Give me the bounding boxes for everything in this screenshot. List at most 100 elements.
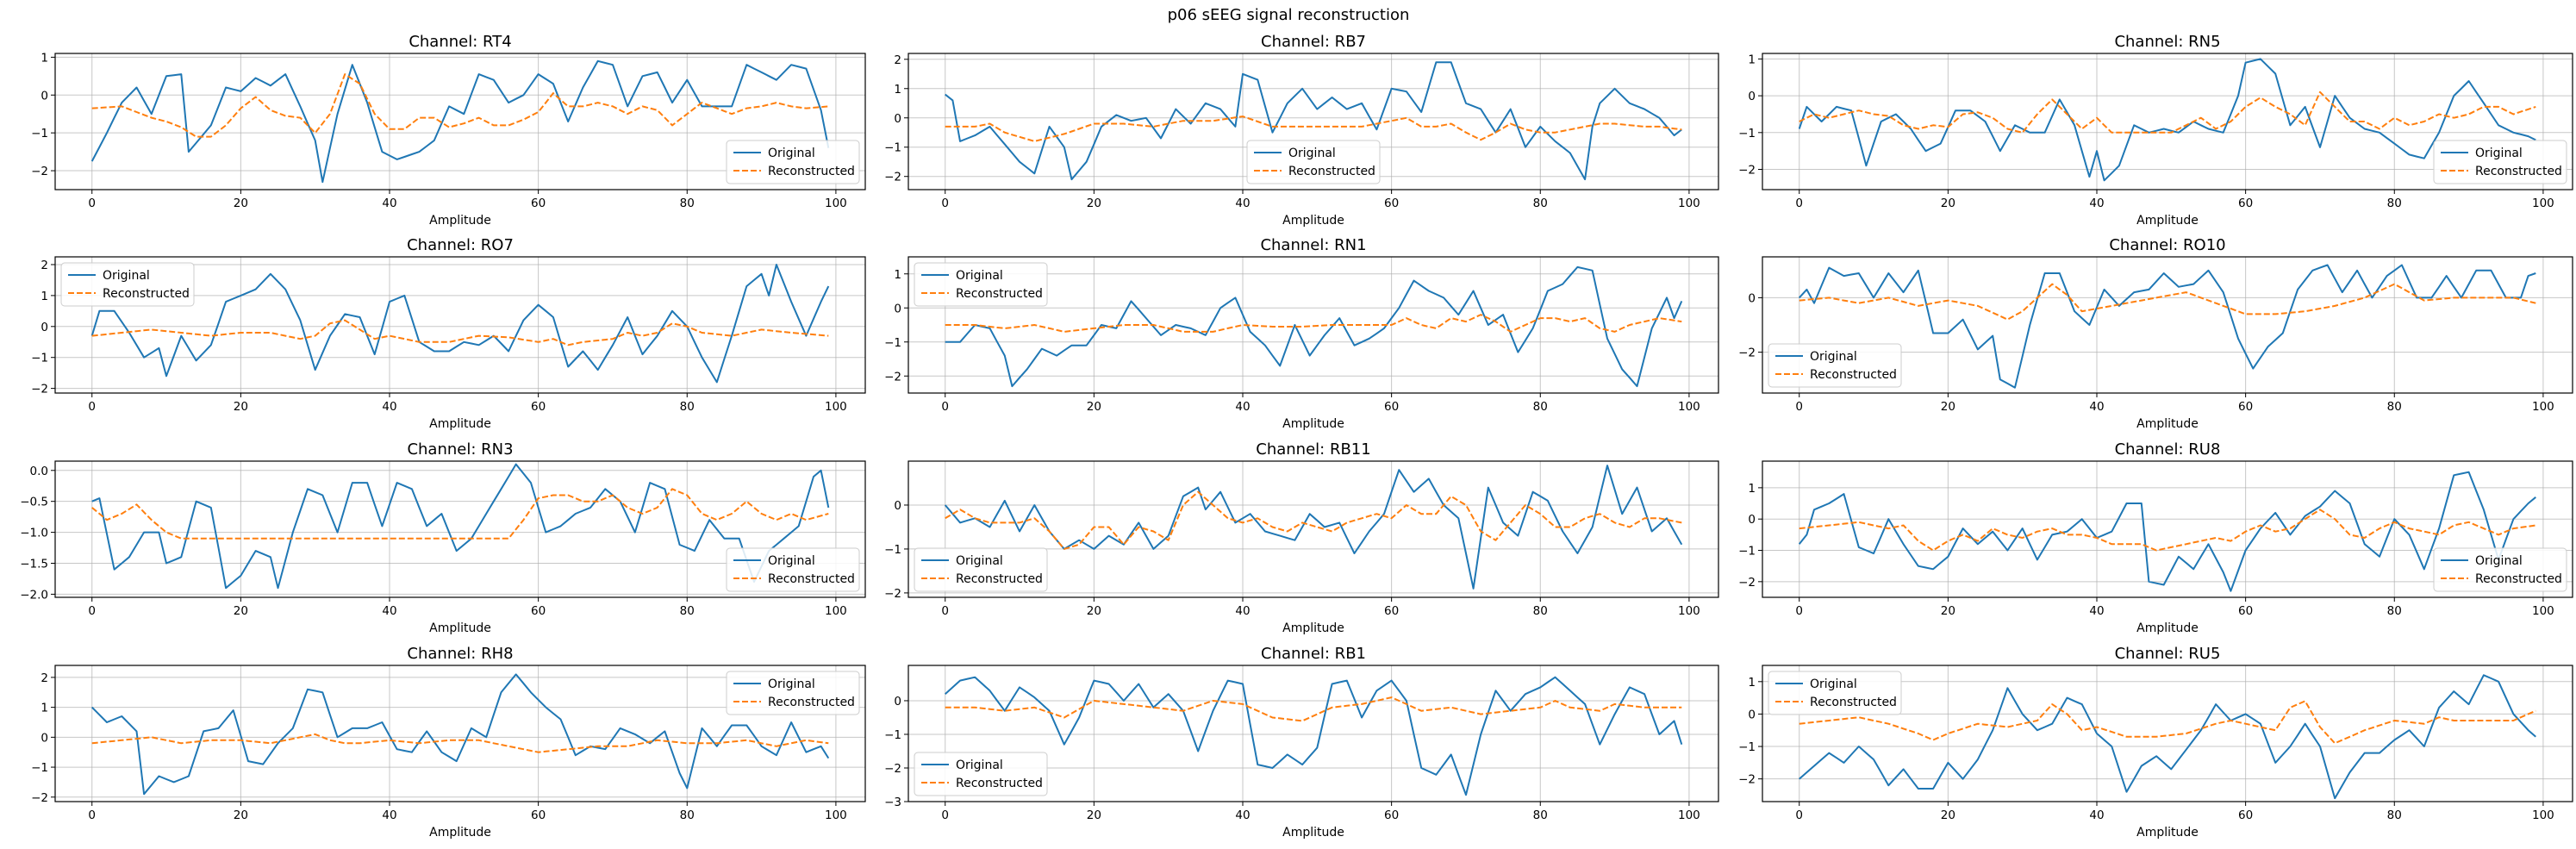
- series-line-original: [1799, 674, 2536, 800]
- x-tick-label: 60: [531, 197, 546, 210]
- x-tick-label: 0: [941, 197, 949, 210]
- y-tick-label: −1.5: [20, 558, 48, 571]
- y-tick-label: −1: [884, 543, 901, 557]
- x-tick-label: 20: [1087, 604, 1101, 618]
- x-tick-label: 0: [941, 400, 949, 414]
- legend-label-original: Original: [956, 554, 1003, 568]
- x-tick-label: 0: [1795, 400, 1803, 414]
- y-tick-label: 1: [1748, 482, 1756, 496]
- y-tick-label: 0.0: [30, 465, 48, 478]
- x-tick-label: 0: [1795, 604, 1803, 618]
- x-tick-label: 0: [88, 400, 96, 414]
- y-tick-label: 0: [41, 321, 48, 334]
- y-tick-label: 0: [1748, 291, 1756, 305]
- y-tick-label: −2: [884, 587, 901, 601]
- legend: Original Reconstructed: [1246, 140, 1381, 184]
- series-line-reconstructed: [1799, 700, 2536, 745]
- subplot-8: Channel: RU8 0 20 40 60 80 100 1 0 −1 −2 Amplitude O…: [1738, 440, 2573, 635]
- x-tick-label: 20: [1941, 604, 1955, 618]
- x-axis-label: Amplitude: [429, 621, 491, 635]
- legend-label-reconstructed: Reconstructed: [2475, 165, 2562, 178]
- y-tick-label: 0: [1748, 513, 1756, 527]
- x-tick-label: 0: [941, 604, 949, 618]
- axes-frame: [908, 460, 1719, 598]
- x-tick-label: 60: [2238, 808, 2253, 822]
- series-line-original: [945, 61, 1682, 181]
- x-tick-label: 20: [234, 400, 248, 414]
- axes-frame: [908, 256, 1719, 394]
- legend-box: [914, 752, 1048, 796]
- subplot-title: Channel: RO10: [2109, 236, 2225, 254]
- x-tick-label: 20: [234, 604, 248, 618]
- legend-label-original: Original: [103, 269, 150, 283]
- y-tick-label: 2: [41, 259, 48, 272]
- grid-lines: [1762, 665, 2573, 802]
- series-line-original: [1798, 58, 2536, 182]
- x-tick-label: 40: [1235, 197, 1250, 210]
- y-tick-label: −1: [1738, 127, 1756, 140]
- y-tick-label: −2: [1738, 346, 1756, 360]
- series-line-reconstructed: [1799, 509, 2536, 552]
- legend-box: [914, 547, 1048, 592]
- y-tick-label: 0: [894, 302, 901, 315]
- y-tick-label: 1: [41, 51, 48, 65]
- grid-lines: [1762, 53, 2573, 190]
- x-tick-label: 80: [1533, 604, 1548, 618]
- x-tick-label: 80: [2387, 197, 2402, 210]
- x-tick-label: 0: [88, 197, 96, 210]
- legend-label-reconstructed: Reconstructed: [768, 572, 855, 586]
- legend-label-reconstructed: Reconstructed: [1288, 165, 1375, 178]
- x-tick-label: 100: [825, 400, 847, 414]
- y-tick-label: −2: [884, 762, 901, 776]
- y-tick-label: 1: [1748, 53, 1756, 66]
- x-tick-label: 80: [680, 808, 695, 822]
- subplot-3: Channel: RO7 0 20 40 60 80 100 2 1 0 −1 −2 Amplitude…: [31, 236, 866, 431]
- subplot-5: Channel: RO10 0 20 40 60 80 100 0 −2 Amplitude Ori…: [1738, 236, 2573, 431]
- legend-label-reconstructed: Reconstructed: [768, 696, 855, 709]
- x-tick-label: 60: [2238, 400, 2253, 414]
- legend: Original Reconstructed: [2433, 547, 2567, 592]
- subplot-title: Channel: RB7: [1261, 33, 1366, 51]
- y-tick-label: 1: [894, 268, 901, 282]
- y-tick-label: −2: [31, 791, 48, 805]
- axes-frame: [54, 460, 866, 598]
- x-tick-label: 20: [1941, 197, 1955, 210]
- y-tick-label: −1.0: [20, 527, 48, 540]
- series-line-original: [90, 673, 830, 796]
- legend-box: [726, 547, 860, 592]
- x-tick-label: 80: [680, 197, 695, 210]
- x-tick-label: 40: [2089, 400, 2104, 414]
- x-tick-label: 20: [1087, 808, 1101, 822]
- x-tick-label: 100: [2532, 604, 2554, 618]
- y-tick-label: −1: [31, 127, 48, 140]
- y-tick-label: −2: [31, 383, 48, 396]
- x-tick-label: 60: [1384, 604, 1399, 618]
- subplot-7: Channel: RB11 0 20 40 60 80 100 0 −1 −2 Amplitude O…: [884, 440, 1719, 635]
- x-axis-label: Amplitude: [2136, 214, 2199, 228]
- y-tick-label: −1: [884, 728, 901, 742]
- y-tick-label: −1: [31, 352, 48, 365]
- x-tick-label: 60: [531, 808, 546, 822]
- x-tick-label: 20: [1087, 400, 1101, 414]
- y-tick-label: −1: [1738, 545, 1756, 559]
- legend-label-reconstructed: Reconstructed: [956, 777, 1043, 790]
- series-line-original: [944, 465, 1683, 590]
- subplot-title: Channel: RN3: [407, 440, 513, 459]
- x-tick-label: 80: [2387, 808, 2402, 822]
- y-tick-label: 0: [1748, 90, 1756, 103]
- legend-label-original: Original: [768, 147, 815, 160]
- y-tick-label: 2: [41, 671, 48, 685]
- y-tick-label: −2: [31, 165, 48, 178]
- x-tick-label: 0: [1795, 808, 1803, 822]
- legend-box: [1768, 343, 1902, 388]
- series-line-original: [1798, 264, 2536, 389]
- x-tick-label: 20: [1087, 197, 1101, 210]
- x-tick-label: 0: [1795, 197, 1803, 210]
- x-axis-label: Amplitude: [2136, 621, 2199, 635]
- x-tick-label: 80: [1533, 808, 1548, 822]
- series-line-reconstructed: [91, 73, 829, 138]
- legend-label-reconstructed: Reconstructed: [768, 165, 855, 178]
- x-tick-label: 40: [382, 197, 396, 210]
- legend-label-reconstructed: Reconstructed: [1810, 696, 1897, 709]
- y-tick-label: −2: [1738, 576, 1756, 590]
